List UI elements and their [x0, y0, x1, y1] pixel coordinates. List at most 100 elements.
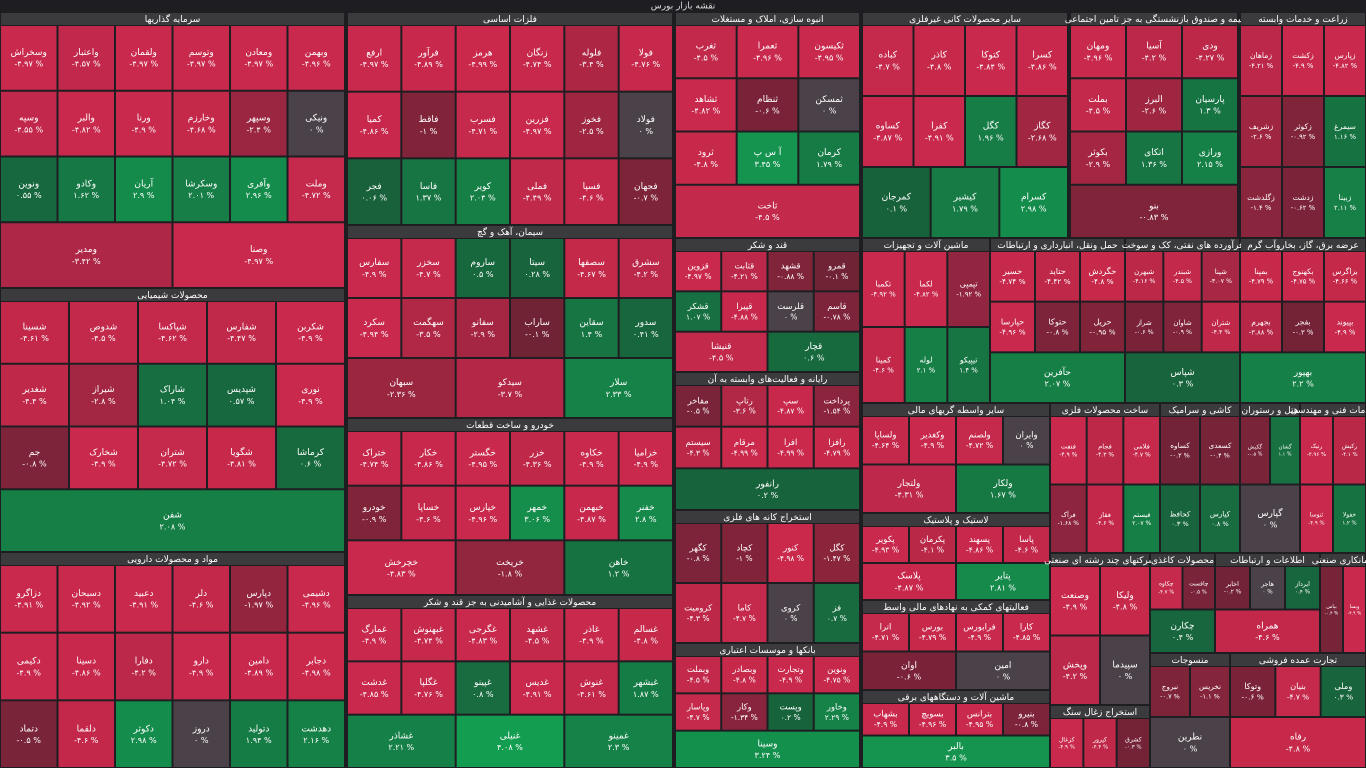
tile-value-label: -۰.۸ %	[1046, 328, 1068, 337]
tile-value-label: ۲.۹۸ %	[1021, 203, 1047, 213]
tile-value-label: -۴.۹۲ %	[72, 600, 101, 610]
sector: استخراج زغال سنگ کزغال -۴.۹ % کپرور -۴.۴ % کش…	[1051, 706, 1149, 767]
sector-title: زراعت و خدمات وابسته	[1258, 15, 1348, 25]
tile-name: زنگان	[527, 46, 548, 58]
tile	[799, 26, 859, 78]
tile-value-label: -۴.۸۲ %	[691, 106, 720, 116]
tile-value-label: -۴.۹۸ %	[302, 667, 331, 677]
tile-name: ثغرب	[696, 42, 717, 52]
tile-value-label: -۴.۵۵ %	[14, 124, 43, 134]
tile-value-label: -۴.۷ %	[687, 713, 710, 722]
tile-value-label: ۰.۸ %	[1211, 520, 1228, 528]
tile-value-label: ۳.۰۶ %	[524, 514, 550, 524]
sector-title: سیمان، آهک و گچ	[477, 226, 543, 238]
tile-name: شبندر	[1173, 268, 1191, 276]
tile-value-label: -۴.۷۵ %	[1291, 278, 1316, 286]
sector: زراعت و خدمات وابسته زماهان -۴.۲۱ % زکشت -۴.…	[1241, 13, 1365, 237]
tile	[722, 657, 767, 693]
tile	[676, 292, 721, 331]
tile-name: بترانس	[967, 710, 992, 720]
sector-title: رایانه و فعالیت‌های وابسته به آن	[708, 373, 828, 385]
tile-value-label: -۴.۸ %	[1286, 743, 1311, 753]
tile-name: گپارس	[1257, 507, 1283, 519]
tile	[1051, 567, 1099, 635]
tile-value-label: -۴.۸۲ %	[72, 124, 101, 134]
sector-header	[1241, 239, 1365, 251]
tile-value-label: ۰ %	[1262, 590, 1273, 596]
tile-value-label: -۱.۹۲ %	[956, 290, 981, 298]
tile	[676, 657, 721, 693]
tile	[1241, 168, 1281, 237]
tile-value-label: -۴.۹۶ %	[468, 514, 497, 524]
tile-value-label: ۰.۴ %	[1295, 590, 1311, 596]
tile-value-label: -۴.۹۶ %	[302, 600, 331, 610]
tile-value-label: ۱.۰۴ %	[160, 396, 186, 406]
tile-name: کرومیت	[684, 602, 712, 612]
tile-value-label: -۴.۹۷ %	[129, 59, 158, 69]
tile-value-label: -۴.۷۴ %	[523, 59, 552, 69]
tile-name: سخزر	[416, 258, 440, 268]
tile	[139, 364, 206, 426]
tile	[116, 566, 172, 632]
tile	[676, 524, 721, 582]
tile-name: ثنوسا	[1310, 512, 1324, 519]
tile-value-label: ۰.۳ %	[1333, 692, 1353, 701]
tile-value-label: -۰.۳ %	[1293, 328, 1314, 336]
tile	[910, 704, 955, 735]
tile	[565, 609, 618, 661]
tile-name: شتران	[160, 448, 184, 458]
tile	[957, 527, 1002, 562]
sector-header	[1071, 13, 1237, 25]
tile-value-label: -۴.۸۶ %	[966, 545, 993, 554]
tile-name: شپدیس	[227, 385, 256, 395]
tile-value-label: -۴.۷۹ %	[1249, 278, 1274, 286]
tile-value-label: ۰.۶ %	[300, 459, 322, 469]
tile-name: قثابت	[735, 261, 755, 271]
tile-name: بکوثر	[1087, 148, 1108, 158]
tile-name: سپیدما	[1112, 660, 1137, 670]
tile-value-label: -۰.۱ %	[525, 329, 550, 339]
tile	[863, 527, 908, 562]
tile-value-label: -۴.۶۷ %	[577, 269, 606, 279]
tile-name: رانفور	[755, 479, 779, 489]
sector-header	[1, 13, 344, 25]
tile	[1201, 417, 1239, 484]
tile-name: ثاخت	[758, 201, 778, 211]
tile-name: رنیک	[1311, 443, 1323, 450]
tile-value-label: -۴.۸۷ %	[873, 132, 902, 142]
tile-value-label: -۴.۹۶ %	[1084, 52, 1113, 62]
tile-name: وبصادر	[731, 664, 756, 674]
tile	[565, 299, 618, 357]
tile-name: ورنا	[137, 114, 151, 124]
tile-value-label: -۴.۹۷ %	[244, 59, 273, 69]
tile-name: دپارس	[246, 589, 271, 599]
tile-name: خفولا	[1343, 512, 1357, 519]
tile	[116, 701, 172, 767]
tile	[456, 432, 509, 485]
sector-title: قند و شکر	[747, 241, 787, 251]
tile	[1183, 132, 1237, 184]
tile-value-label: -۴.۸۴ %	[976, 61, 1005, 71]
tile-value-label: -۳.۰۷ %	[1210, 278, 1232, 285]
tile	[1151, 718, 1229, 767]
tile	[957, 652, 1049, 689]
tile	[768, 694, 813, 730]
tile-name: دفارا	[135, 657, 153, 667]
tile	[1, 364, 68, 426]
tile-value-label: -۴.۸۵ %	[360, 689, 389, 699]
tile-value-label: -۴.۴۲ %	[1044, 277, 1070, 286]
tile	[1036, 252, 1079, 301]
tile-value-label: -۴.۷ %	[1158, 589, 1174, 595]
tile-value-label: ۰ %	[309, 124, 324, 134]
tile	[348, 159, 401, 224]
tile-name: بجهرم	[1251, 317, 1271, 326]
tile-name: غگرجی	[469, 623, 497, 635]
tile-value-label: -۰.۶ %	[1241, 692, 1263, 701]
tile-name: دهدشت	[301, 724, 331, 734]
tile-name: وخاور	[826, 701, 847, 711]
tile-name: اتکای	[1144, 148, 1164, 158]
tile-value-label: -۴.۸۲ %	[1333, 62, 1358, 70]
tile-value-label: -۴.۹ %	[579, 635, 604, 645]
